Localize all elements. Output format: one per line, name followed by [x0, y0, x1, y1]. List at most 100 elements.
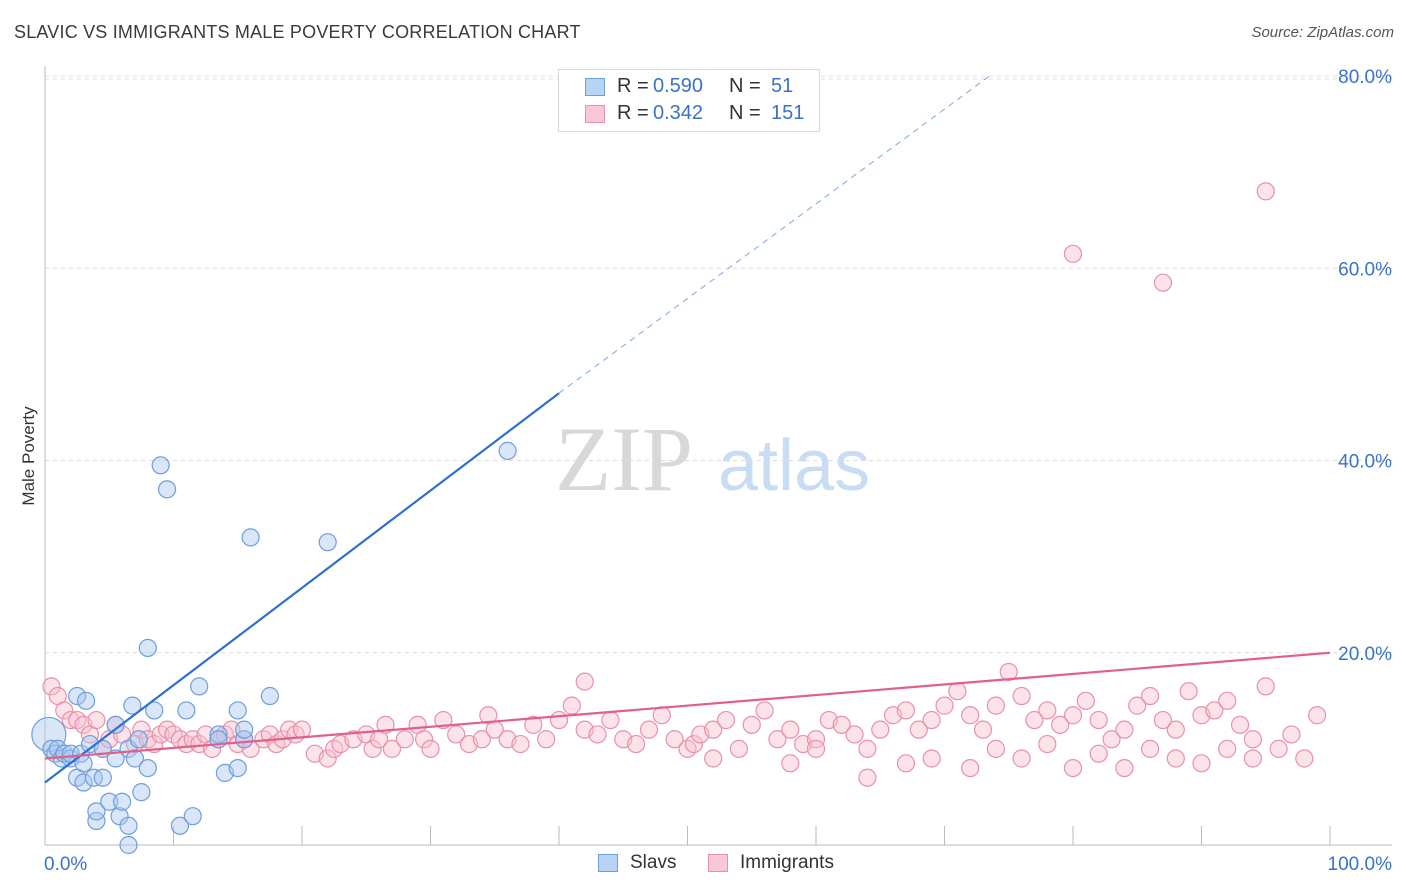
immigrants-point — [961, 706, 980, 725]
immigrants-point — [601, 710, 620, 730]
immigrants-point — [472, 730, 491, 749]
immigrants-point — [447, 725, 466, 744]
slavs-point — [138, 638, 157, 658]
legend-r-label: R = — [617, 75, 649, 97]
slavs-point — [77, 691, 96, 710]
immigrants-point — [639, 720, 659, 739]
trend-lines — [44, 75, 1331, 784]
slavs-point — [190, 677, 209, 696]
immigrants-point — [1269, 739, 1288, 758]
immigrants-point — [318, 749, 337, 768]
slavs-point — [241, 528, 260, 547]
immigrants-point — [704, 749, 723, 768]
immigrants-point — [241, 739, 260, 758]
immigrants-point — [42, 677, 61, 696]
slavs-point — [106, 749, 125, 768]
immigrants-point — [1218, 739, 1237, 758]
immigrants-point — [1012, 686, 1031, 706]
legend-n-label: N = — [729, 102, 761, 124]
slavs-point — [170, 816, 190, 835]
slavs-point — [318, 533, 337, 552]
slavs-point — [119, 835, 138, 855]
immigrants-point — [1089, 744, 1108, 763]
immigrants-point — [768, 730, 787, 749]
x-tick-label: 0.0% — [44, 854, 87, 875]
slavs-point — [260, 686, 279, 706]
immigrants-point — [1256, 182, 1275, 201]
immigrants-point — [986, 739, 1006, 758]
immigrants-point — [729, 739, 749, 758]
immigrants-point — [549, 710, 569, 730]
y-axis-label: Male Poverty — [19, 406, 38, 506]
immigrants-point — [742, 715, 761, 734]
immigrants-point — [896, 754, 916, 773]
immigrants-point — [684, 734, 704, 754]
immigrants-point — [781, 754, 800, 773]
immigrants-point — [909, 720, 928, 739]
immigrants-point — [292, 720, 312, 739]
immigrants-point — [1153, 710, 1173, 730]
immigrants-point — [1153, 273, 1173, 292]
y-tick-label: 80.0% — [1338, 67, 1392, 88]
slavs-point — [209, 725, 228, 744]
legend-row-slavs: R = 0.590 N = 51 — [559, 74, 819, 100]
legend-swatch-slavs — [585, 78, 605, 96]
immigrants-point — [1192, 754, 1211, 773]
immigrants-point — [1243, 749, 1263, 768]
slavs-point — [132, 783, 151, 802]
immigrants-point — [363, 739, 382, 758]
immigrants-point — [626, 734, 646, 754]
immigrants-point — [395, 730, 414, 749]
immigrants-point — [665, 730, 684, 749]
slavs-point — [235, 720, 254, 739]
slavs-point — [68, 686, 87, 706]
slavs-point — [112, 792, 132, 811]
immigrants-point — [935, 696, 954, 715]
tick-labels: 20.0% 40.0% 60.0% 80.0% 0.0% 100.0% — [44, 67, 1392, 875]
slavs-point — [93, 768, 112, 787]
bottom-legend-label-slavs: Slavs — [630, 852, 677, 873]
immigrants-point — [716, 710, 736, 730]
immigrants-point — [755, 701, 774, 720]
immigrants-point — [986, 696, 1006, 715]
immigrants-point — [1038, 701, 1057, 720]
immigrants-point — [845, 725, 864, 744]
immigrants-point — [1115, 720, 1134, 739]
immigrants-point — [87, 710, 106, 730]
immigrants-point — [896, 701, 916, 720]
legend: R = 0.590 N = 51 R = 0.342 N = 151 — [558, 69, 820, 132]
slavs-points — [31, 441, 517, 855]
immigrants-point — [858, 768, 877, 787]
slavs-point — [228, 758, 247, 778]
legend-r-value: 0.590 — [653, 75, 704, 97]
slavs-point — [74, 773, 93, 792]
immigrants-point — [704, 720, 723, 739]
immigrants-point — [1243, 730, 1263, 749]
bottom-legend-swatch-immigrants — [708, 854, 728, 872]
immigrants-point — [562, 696, 581, 715]
immigrants-point — [1230, 715, 1250, 734]
immigrants-point — [781, 720, 800, 739]
immigrants-points — [42, 182, 1327, 787]
legend-row-immigrants: R = 0.342 N = 151 — [559, 101, 819, 127]
immigrants-point — [1089, 710, 1108, 730]
immigrants-point — [588, 725, 607, 744]
immigrants-point — [1140, 686, 1160, 706]
immigrants-point — [1166, 720, 1185, 739]
immigrants-point — [973, 720, 993, 739]
immigrants-point — [922, 710, 941, 730]
immigrants-point — [858, 739, 877, 758]
slavs-point — [228, 701, 247, 720]
immigrants-point — [1038, 734, 1057, 754]
immigrants-point — [537, 730, 556, 749]
immigrants-point — [1051, 715, 1070, 734]
immigrants-point — [948, 682, 967, 701]
immigrants-point — [575, 672, 594, 691]
immigrants-point — [414, 730, 434, 749]
x-tick-label: 100.0% — [1328, 854, 1393, 875]
immigrants-point — [922, 749, 941, 768]
immigrants-point — [1128, 696, 1147, 715]
bottom-legend-label-immigrants: Immigrants — [740, 852, 834, 873]
legend-r-label: R = — [617, 102, 649, 124]
immigrants-point — [832, 715, 851, 734]
